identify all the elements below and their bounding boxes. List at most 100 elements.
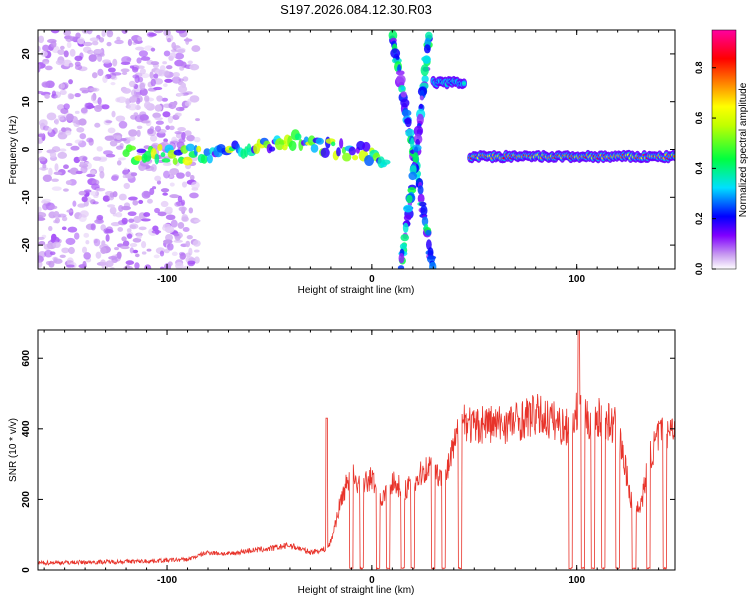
trace-blob: [348, 146, 357, 156]
noise-blob: [117, 157, 127, 161]
noise-blob: [185, 252, 191, 258]
noise-blob: [103, 150, 113, 155]
noise-blob: [74, 110, 80, 114]
noise-blob: [54, 118, 59, 125]
noise-blob: [163, 138, 168, 143]
noise-blob: [169, 125, 175, 131]
noise-blob: [41, 167, 47, 171]
noise-blob: [141, 251, 147, 255]
noise-blob: [65, 113, 74, 121]
noise-blob: [136, 125, 143, 130]
noise-blob: [154, 117, 163, 121]
noise-blob: [186, 234, 193, 240]
noise-blob: [141, 120, 151, 124]
snr-x-axis-label: Height of straight line (km): [298, 585, 415, 596]
noise-blob: [153, 73, 159, 79]
noise-blob: [167, 261, 173, 267]
noise-blob: [165, 214, 176, 221]
trace-blob: [342, 152, 352, 162]
noise-blob: [164, 78, 173, 83]
noise-blob: [181, 181, 188, 188]
trace-blob: [160, 152, 166, 158]
noise-blob: [176, 92, 184, 97]
noise-blob: [140, 56, 151, 61]
noise-blob: [116, 36, 121, 41]
spectrogram-y-axis-label: Frequency (Hz): [8, 116, 19, 185]
noise-blob: [163, 170, 170, 179]
noise-blob: [93, 238, 101, 247]
spectrogram-x-tick-label: 100: [568, 274, 585, 285]
noise-blob: [139, 68, 146, 75]
snr-axes: -100 0 100 0 200 400 600: [21, 330, 675, 586]
noise-blob: [175, 261, 184, 269]
noise-blob: [46, 112, 57, 121]
trace-blob: [413, 125, 424, 137]
noise-blob: [150, 47, 156, 52]
colorbar-tick-label: 0.2: [694, 212, 704, 225]
trace-blob: [429, 261, 437, 269]
noise-blob: [165, 34, 174, 42]
noise-blob: [154, 229, 160, 235]
trace-blob: [388, 30, 398, 41]
noise-blob: [92, 156, 102, 161]
noise-blob: [123, 182, 131, 190]
trace-blob: [399, 243, 407, 250]
noise-blob: [46, 149, 56, 154]
trace-blob: [403, 214, 412, 221]
trace-blob: [427, 247, 434, 258]
noise-blob: [80, 107, 88, 114]
noise-blob: [94, 122, 101, 128]
noise-blob: [147, 128, 154, 135]
trace-blob: [364, 155, 375, 166]
noise-blob: [100, 247, 107, 255]
noise-blob: [90, 94, 96, 102]
trace-blob: [196, 145, 202, 153]
spectrogram-x-axis-label: Height of straight line (km): [298, 285, 415, 296]
noise-blob: [180, 199, 186, 206]
noise-blob: [45, 65, 53, 71]
snr-panel: -100 0 100 0 200 400 600 Height of straight li…: [8, 329, 676, 596]
noise-blob: [50, 30, 60, 34]
trace-blob: [128, 145, 136, 151]
noise-blob: [91, 72, 98, 79]
noise-blob: [185, 171, 191, 178]
noise-blob: [105, 153, 116, 158]
noise-blob: [182, 265, 191, 269]
trace-blob: [185, 143, 195, 152]
noise-blob: [162, 111, 171, 118]
noise-blob: [153, 254, 160, 259]
noise-blob: [83, 46, 92, 54]
snr-x-tick-label: 0: [369, 575, 375, 586]
snr-x-tick-label: 100: [568, 575, 585, 586]
trace-blob: [405, 128, 415, 138]
colorbar: 0.0 0.2 0.4 0.6 0.8 Normalized spectral ampl…: [694, 29, 749, 275]
trace-blob: [396, 70, 405, 76]
noise-blob: [134, 253, 140, 258]
trace-blob: [182, 156, 193, 166]
noise-blob: [150, 78, 156, 87]
noise-blob: [112, 58, 118, 67]
noise-blob: [143, 212, 151, 217]
noise-blob: [81, 246, 88, 254]
noise-blob: [177, 195, 183, 203]
noise-blob: [155, 120, 164, 125]
noise-blob: [179, 106, 185, 111]
noise-blob: [38, 133, 44, 138]
noise-blob: [51, 90, 57, 97]
noise-blob: [95, 251, 102, 259]
noise-blob: [120, 68, 130, 73]
noise-blob: [48, 260, 55, 268]
noise-blob: [177, 112, 182, 117]
snr-y-tick-label: 600: [21, 349, 32, 366]
noise-blob: [65, 142, 73, 147]
noise-blob: [51, 178, 59, 182]
noise-blob: [163, 50, 171, 57]
noise-blob: [63, 50, 69, 58]
noise-blob: [109, 192, 115, 198]
noise-blob: [144, 95, 150, 103]
noise-blob: [125, 264, 131, 269]
trace-blob: [400, 91, 407, 98]
noise-blob: [130, 172, 138, 177]
noise-blob: [72, 200, 77, 207]
noise-blob: [94, 48, 103, 54]
